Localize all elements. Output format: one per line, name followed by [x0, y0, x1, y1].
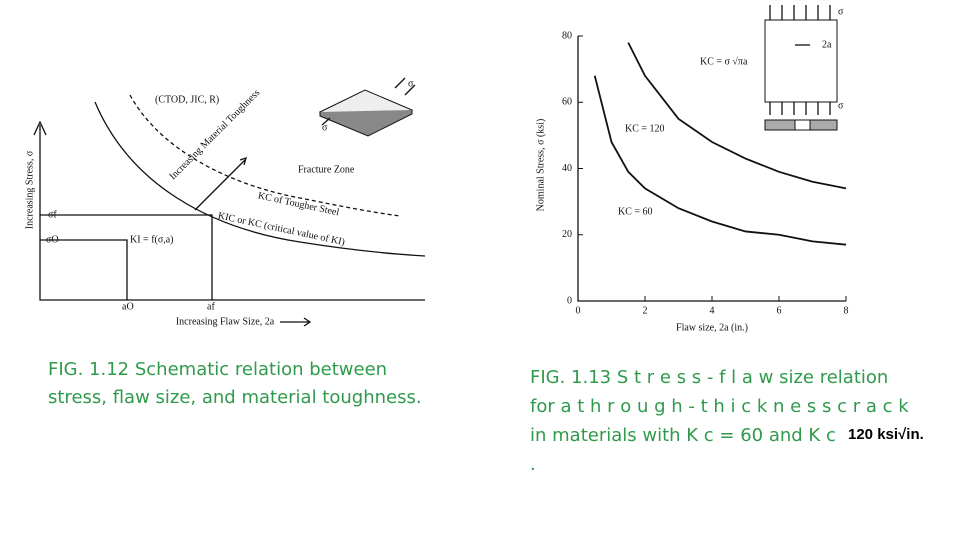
figure-label: σO [46, 234, 59, 245]
overlay-bg [845, 422, 945, 446]
caption: FIG. 1.13 S t r e s s - f l a w size rel… [530, 367, 888, 388]
curve [593, 75, 847, 246]
x-tick-label: 6 [777, 305, 782, 316]
axis-label: Nominal Stress, σ (ksi) [535, 119, 546, 212]
y-tick-label: 60 [562, 97, 572, 108]
y-tick-label: 20 [562, 229, 572, 240]
annotation: σ [838, 6, 844, 17]
arrow [33, 120, 47, 136]
y-tick-label: 80 [562, 30, 572, 41]
y-tick-label: 0 [567, 295, 572, 306]
caption: FIG. 1.12 Schematic relation between [48, 359, 387, 380]
figure-label: σf [48, 209, 57, 220]
curve [627, 42, 847, 190]
axis-label: Flaw size, 2a (in.) [676, 322, 748, 333]
caption: . [530, 454, 536, 475]
curve [94, 101, 426, 257]
caption: stress, flaw size, and material toughnes… [48, 387, 422, 408]
figure-label: af [207, 301, 215, 312]
arrows [321, 77, 416, 126]
figure-label: σ [322, 122, 328, 133]
y-tick-label: 40 [562, 163, 572, 174]
axis-label: Increasing Flaw Size, 2a [176, 316, 275, 327]
arrow [194, 156, 247, 211]
annotation: σ [838, 100, 844, 111]
right-sketch [764, 5, 838, 131]
x-tick-label: 8 [844, 305, 849, 316]
plate-edge [319, 110, 413, 137]
caption: for a t h r o u g h - t h i c k n e s s … [530, 396, 909, 417]
curve [129, 94, 401, 217]
left-figure [33, 77, 426, 327]
arrow [280, 317, 312, 327]
figure-label: KI = f(σ,a) [130, 234, 174, 245]
figure-label: σ [408, 78, 414, 89]
caption: in materials with K c = 60 and K c [530, 425, 836, 446]
figure-label: aO [122, 301, 134, 312]
x-tick-label: 0 [576, 305, 581, 316]
plate [764, 19, 838, 103]
annotation: 2a [822, 39, 832, 50]
axis-label: Increasing Stress, σ [24, 150, 35, 229]
axes [39, 125, 425, 301]
stress-arrows [769, 5, 831, 115]
x-tick-label: 4 [710, 305, 715, 316]
annotation: KC = 120 [625, 123, 665, 134]
annotation: KC = 60 [618, 206, 653, 217]
guides [40, 214, 213, 300]
x-tick-label: 2 [643, 305, 648, 316]
caption-overlay: 120 ksi√in. [848, 426, 924, 443]
figure-label: Fracture Zone [298, 164, 355, 175]
section-crack [794, 119, 811, 131]
annotation: KC = σ √πa [700, 56, 748, 67]
figure-label: (CTOD, JIC, R) [155, 94, 219, 105]
